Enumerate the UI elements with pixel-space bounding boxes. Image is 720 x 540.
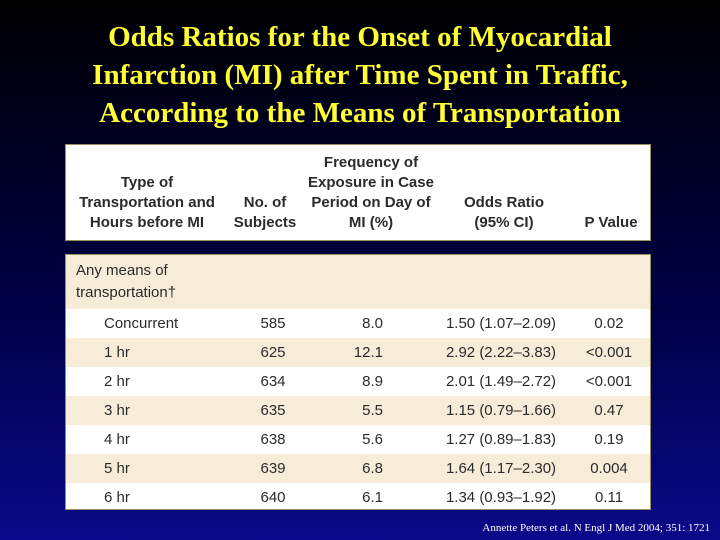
row-label: 3 hr xyxy=(104,402,130,419)
row-subjects: 625 xyxy=(260,344,286,361)
row-odds-ratio: 1.27 (0.89–1.83) xyxy=(445,431,557,448)
row-label: 2 hr xyxy=(104,373,130,390)
row-odds-ratio: 1.34 (0.93–1.92) xyxy=(445,489,557,506)
table-row: 2 hr 634 8.9 2.01 (1.49–2.72) <0.001 xyxy=(66,367,650,396)
row-subjects: 639 xyxy=(260,460,286,477)
row-frequency: 5.6 xyxy=(362,431,383,448)
row-subjects: 638 xyxy=(260,431,286,448)
table-row: 6 hr 640 6.1 1.34 (0.93–1.92) 0.11 xyxy=(66,483,650,512)
group-label: Any means of transportation† xyxy=(76,262,177,301)
row-frequency: 6.8 xyxy=(362,460,383,477)
table-row: 5 hr 639 6.8 1.64 (1.17–2.30) 0.004 xyxy=(66,454,650,483)
row-subjects: 634 xyxy=(260,373,286,390)
row-subjects: 635 xyxy=(260,402,286,419)
citation: Annette Peters et al. N Engl J Med 2004;… xyxy=(482,522,710,534)
row-frequency: 6.1 xyxy=(362,489,383,506)
row-p-value: 0.19 xyxy=(594,431,624,448)
row-frequency: 8.9 xyxy=(362,373,383,390)
header-frequency: Frequency of Exposure in Case Period on … xyxy=(308,154,434,231)
row-odds-ratio: 1.64 (1.17–2.30) xyxy=(445,460,557,477)
row-label: 4 hr xyxy=(104,431,130,448)
row-odds-ratio: 1.50 (1.07–2.09) xyxy=(445,315,557,332)
slide-title-line-1: Odds Ratios for the Onset of Myocardial xyxy=(108,21,612,53)
table-row: 4 hr 638 5.6 1.27 (0.89–1.83) 0.19 xyxy=(66,425,650,454)
slide-title-line-2: Infarction (MI) after Time Spent in Traf… xyxy=(92,59,628,91)
row-odds-ratio: 2.92 (2.22–3.83) xyxy=(445,344,557,361)
row-p-value: 0.11 xyxy=(594,489,624,506)
row-label: 6 hr xyxy=(104,489,130,506)
table-row: Concurrent 585 8.0 1.50 (1.07–2.09) 0.02 xyxy=(66,309,650,338)
row-p-value: 0.47 xyxy=(594,402,624,419)
row-odds-ratio: 2.01 (1.49–2.72) xyxy=(445,373,557,390)
row-odds-ratio: 1.15 (0.79–1.66) xyxy=(445,402,557,419)
header-odds-ratio: Odds Ratio (95% CI) xyxy=(463,194,544,231)
row-label: 5 hr xyxy=(104,460,130,477)
row-frequency: 5.5 xyxy=(362,402,383,419)
row-label: 1 hr xyxy=(104,344,130,361)
row-p-value: 0.004 xyxy=(590,460,628,477)
header-type: Type of Transportation and Hours before … xyxy=(79,174,215,231)
row-p-value: 0.02 xyxy=(594,315,624,332)
row-label: Concurrent xyxy=(104,315,179,332)
table-row: 1 hr 625 12.1 2.92 (2.22–3.83) <0.001 xyxy=(66,338,650,367)
header-p-value: P Value xyxy=(584,214,638,231)
row-frequency: 12.1 xyxy=(353,344,383,361)
row-subjects: 640 xyxy=(260,489,286,506)
table-header: Type of Transportation and Hours before … xyxy=(65,144,651,241)
group-row: Any means of transportation† xyxy=(66,255,650,309)
row-subjects: 585 xyxy=(260,315,286,332)
row-p-value: <0.001 xyxy=(585,344,633,361)
table-row: 3 hr 635 5.5 1.15 (0.79–1.66) 0.47 xyxy=(66,396,650,425)
slide-title: Odds Ratios for the Onset of Myocardial … xyxy=(0,18,720,132)
row-frequency: 8.0 xyxy=(362,315,383,332)
header-subjects: No. of Subjects xyxy=(233,194,297,231)
row-p-value: <0.001 xyxy=(585,373,633,390)
table-body: Any means of transportation† Concurrent … xyxy=(65,254,651,510)
slide-title-line-3: According to the Means of Transportation xyxy=(99,97,621,129)
